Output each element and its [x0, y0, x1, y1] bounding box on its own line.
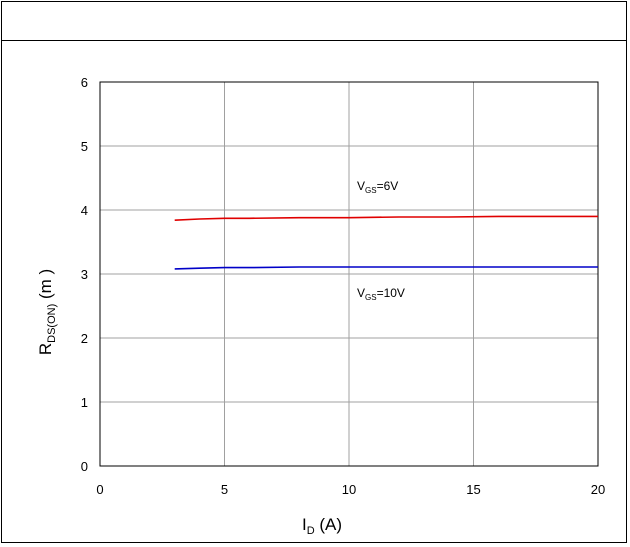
header-divider [1, 40, 627, 41]
x-axis-label-sub: D [307, 525, 315, 537]
series-label-vgs-10v-main: V [357, 286, 365, 300]
series-label-vgs-10v: VGS=10V [357, 286, 405, 302]
y-tick-label: 2 [81, 331, 88, 346]
plot-area [99, 81, 599, 467]
y-tick-label: 0 [81, 459, 88, 474]
series-label-vgs-6v-sub: GS [365, 186, 377, 195]
x-tick-label: 10 [342, 482, 356, 497]
series-label-vgs-6v: VGS=6V [357, 179, 398, 195]
x-tick-labels: 0 5 10 15 20 [96, 482, 605, 497]
y-axis-label-main: R [36, 343, 55, 355]
y-tick-label: 3 [81, 267, 88, 282]
x-tick-label: 15 [466, 482, 480, 497]
series-label-vgs-10v-sub: GS [365, 293, 377, 302]
y-axis-label: RDS(ON) (m ) [36, 269, 58, 355]
series-line-0 [174, 215, 598, 221]
series-line-1 [174, 266, 598, 270]
series-label-vgs-6v-main: V [357, 179, 365, 193]
y-tick-label: 1 [81, 395, 88, 410]
y-axis-label-sub: DS(ON) [46, 304, 58, 343]
x-tick-label: 20 [591, 482, 605, 497]
x-axis-label-unit: (A) [315, 515, 342, 534]
series [174, 215, 598, 270]
series-label-vgs-10v-rest: =10V [377, 286, 405, 300]
x-axis-label-main: I [302, 515, 307, 534]
y-tick-label: 4 [81, 203, 88, 218]
y-axis-label-unit: (m ) [36, 269, 55, 304]
x-tick-label: 5 [221, 482, 228, 497]
x-tick-label: 0 [96, 482, 103, 497]
y-tick-labels: 0 1 2 3 4 5 6 [81, 75, 88, 474]
grid [99, 81, 599, 467]
y-tick-label: 6 [81, 75, 88, 90]
x-axis-label: ID (A) [302, 515, 342, 537]
series-label-vgs-6v-rest: =6V [377, 179, 399, 193]
y-tick-label: 5 [81, 139, 88, 154]
